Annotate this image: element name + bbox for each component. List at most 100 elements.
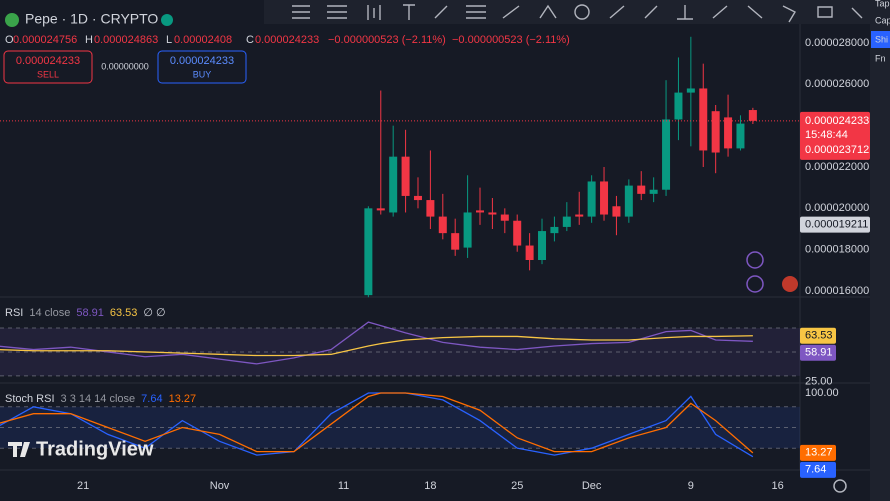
- candle-body: [389, 156, 398, 213]
- candle-body: [463, 212, 472, 248]
- x-tick-label: 11: [338, 480, 349, 492]
- marker-label: 0.000019211: [805, 219, 868, 231]
- candle-body: [550, 226, 559, 234]
- symbol-title: Pepe · 1D · CRYPTO: [25, 11, 158, 27]
- x-tick-label: 21: [77, 480, 89, 492]
- candle-body: [376, 208, 385, 211]
- candle-body: [401, 156, 410, 196]
- marker-box: [800, 216, 870, 233]
- candle-body: [500, 214, 509, 221]
- y-tick-label: 25.00: [805, 376, 833, 388]
- y-tick-label: 0.000016000: [805, 285, 869, 297]
- settings[interactable]: [833, 479, 847, 493]
- candle-body: [649, 189, 658, 194]
- side-panel: Tap Cap Shi Fn: [870, 0, 890, 501]
- ohlc-text: −0.000000523 (−2.11%): [328, 34, 446, 46]
- candle-body: [364, 208, 373, 296]
- watermark: TradingView: [36, 438, 154, 460]
- side-bg: [870, 0, 890, 501]
- candle-body: [575, 214, 584, 217]
- watermark-logo: [8, 442, 30, 457]
- ohlc-text: 0.000024756: [13, 34, 77, 46]
- candle-body: [736, 123, 745, 149]
- y-tick-label: 0.000026000: [805, 78, 869, 90]
- candle-body: [476, 210, 484, 213]
- idea-button[interactable]: [746, 251, 764, 269]
- candle-body: [488, 212, 497, 215]
- value-box-label: 63.53: [805, 330, 833, 342]
- x-tick-label: Dec: [582, 480, 602, 492]
- value-box-label: 7.64: [805, 464, 826, 476]
- indicator-line: [0, 335, 753, 357]
- candle-body: [724, 117, 733, 149]
- candle-body: [513, 220, 522, 246]
- symbol-logo: [5, 13, 19, 27]
- sell-label: SELL: [37, 69, 59, 79]
- indicator-value: 7.64: [141, 393, 162, 405]
- x-tick-label: 16: [772, 480, 784, 492]
- indicator-title: Stoch RSI: [5, 393, 55, 405]
- value-box-label: 58.91: [805, 347, 833, 359]
- candle-body: [587, 181, 596, 217]
- ohlc-text: L: [166, 34, 172, 46]
- indicator-line: [0, 392, 754, 454]
- candle-body: [451, 233, 460, 250]
- indicator-value: 58.91: [76, 307, 104, 319]
- ohlc-text: 0.000024233: [255, 34, 319, 46]
- candle-body: [748, 110, 757, 121]
- ohlc-text: H: [85, 34, 93, 46]
- value-box: [800, 327, 836, 344]
- buy-button[interactable]: [157, 50, 247, 84]
- sell-button[interactable]: [3, 50, 93, 84]
- side-item[interactable]: Cap: [875, 15, 890, 25]
- candle-body: [637, 185, 646, 194]
- candle-body: [699, 88, 708, 151]
- candle-body: [674, 92, 683, 120]
- live-dot: [161, 14, 173, 26]
- y-tick-label: 0.000018000: [805, 244, 869, 256]
- candle-body: [624, 185, 633, 217]
- indicator-title: RSI: [5, 307, 23, 319]
- candle-body: [562, 216, 571, 227]
- x-tick-label: Nov: [210, 480, 230, 492]
- flag: [782, 276, 798, 292]
- buy-price: 0.000024233: [170, 55, 234, 67]
- candle-body: [600, 181, 609, 215]
- indicator-params: 14 close: [29, 307, 70, 319]
- value-box: [800, 444, 836, 461]
- last-price-label: 0.000024233: [805, 115, 869, 127]
- candle-body: [438, 216, 447, 234]
- x-tick-label: 9: [688, 480, 694, 492]
- y-tick-label: 100.00: [805, 387, 839, 399]
- side-item[interactable]: Shi: [875, 34, 888, 44]
- ohlc-text: 0.00002408: [174, 34, 232, 46]
- toolbar-icons: [292, 4, 863, 23]
- bid-label: 0.000023712: [805, 144, 869, 156]
- x-tick-label: 18: [424, 480, 436, 492]
- side-active: [871, 31, 890, 48]
- candle-body: [711, 111, 720, 153]
- indicator-value: 13.27: [169, 393, 197, 405]
- toolbar[interactable]: [264, 0, 870, 24]
- candle-body: [686, 88, 695, 93]
- buy-label: BUY: [193, 69, 212, 79]
- spread: 0.00000000: [101, 61, 149, 71]
- y-tick-label: 0.000020000: [805, 202, 869, 214]
- sell-price: 0.000024233: [16, 55, 80, 67]
- candle-body: [612, 206, 621, 217]
- ohlc-text: 0.000024863: [94, 34, 158, 46]
- countdown: 15:48:44: [805, 129, 848, 141]
- toolbar-bg: [264, 0, 870, 24]
- x-tick-label: 25: [511, 480, 523, 492]
- ohlc-text: −0.000000523 (−2.11%): [452, 34, 570, 46]
- candle-body: [662, 119, 671, 190]
- candle-body: [525, 245, 534, 261]
- side-item[interactable]: Tap: [875, 0, 890, 8]
- alert-button[interactable]: [746, 275, 764, 293]
- value-box: [800, 461, 836, 478]
- side-item[interactable]: Fn: [875, 53, 886, 63]
- candle-body: [413, 195, 422, 201]
- candle-body: [538, 231, 547, 261]
